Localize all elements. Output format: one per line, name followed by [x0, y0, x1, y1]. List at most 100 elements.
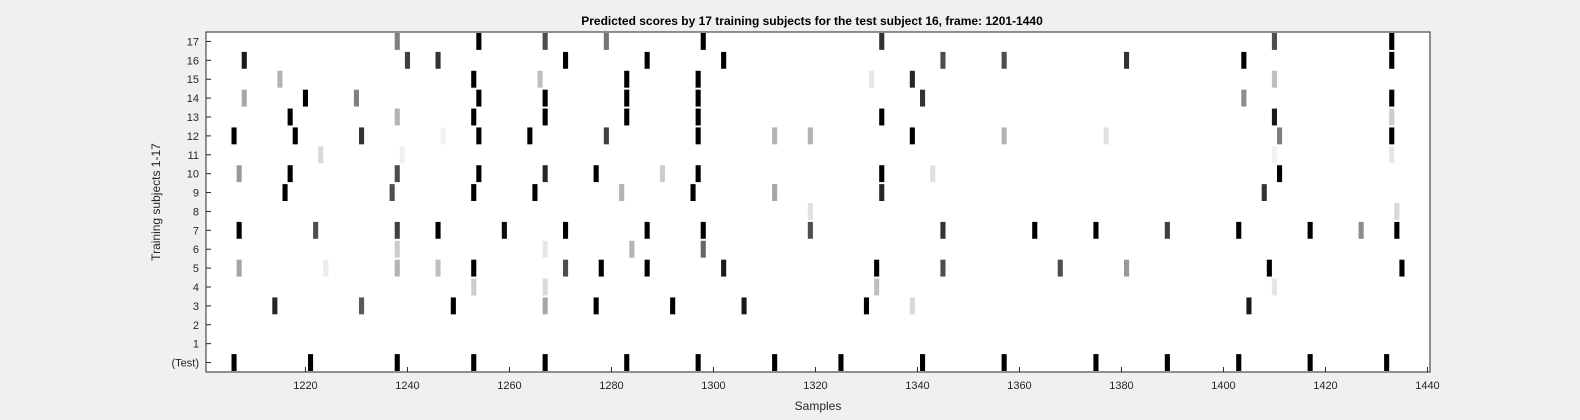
heatmap-cell — [593, 165, 599, 183]
heatmap-cell — [1246, 297, 1252, 315]
x-tick-label: 1400 — [1211, 380, 1235, 392]
x-tick-label: 1340 — [905, 380, 929, 392]
heatmap-cell — [1271, 278, 1277, 296]
x-tick-label: 1280 — [599, 380, 623, 392]
heatmap-cell — [940, 51, 946, 69]
heatmap-cell — [435, 51, 441, 69]
heatmap-cell — [1124, 51, 1130, 69]
heatmap-cell — [659, 165, 665, 183]
x-tick-label: 1240 — [395, 380, 419, 392]
heatmap-cell — [1307, 354, 1313, 371]
x-axis-label: Samples — [795, 399, 842, 413]
x-tick-label: 1360 — [1007, 380, 1031, 392]
heatmap-cell — [1001, 354, 1007, 371]
y-tick-label: 14 — [187, 93, 199, 105]
heatmap-cell — [394, 354, 400, 371]
heatmap-cell — [287, 165, 293, 183]
heatmap-cell — [353, 89, 359, 107]
heatmap-cell — [807, 221, 813, 239]
y-tick-label: 1 — [193, 339, 199, 351]
heatmap-cell — [542, 278, 548, 296]
y-tick-label: 16 — [187, 55, 199, 67]
heatmap-cell — [695, 127, 701, 145]
heatmap-cell — [471, 108, 477, 126]
heatmap-cell — [920, 89, 926, 107]
heatmap-cell — [440, 127, 446, 145]
heatmap-cell — [721, 259, 727, 277]
heatmap-cell — [1261, 184, 1267, 201]
heatmap-cell — [394, 221, 400, 239]
heatmap-cell — [476, 33, 482, 50]
heatmap-cell — [241, 89, 247, 107]
heatmap-cell — [563, 51, 569, 69]
heatmap-cell — [282, 184, 288, 201]
x-axis: 1220 1240 1260 1280 1300 1320 1340 1360 1380 1400… — [293, 367, 1440, 392]
heatmap-cell — [394, 165, 400, 183]
heatmap-cell — [909, 70, 915, 88]
heatmap-cell — [527, 127, 533, 145]
heatmap-cell — [1164, 354, 1170, 371]
heatmap-cell — [313, 221, 319, 239]
heatmap-cell — [1389, 127, 1395, 145]
heatmap-cell — [1384, 354, 1390, 371]
heatmap-cell — [359, 127, 365, 145]
heatmap-cell — [1389, 108, 1395, 126]
heatmap-cell — [879, 108, 885, 126]
heatmap-cell — [359, 297, 365, 315]
heatmap-cell — [1241, 89, 1247, 107]
heatmap-cell — [598, 259, 604, 277]
y-tick-label: 9 — [193, 188, 199, 200]
heatmap-cell — [695, 89, 701, 107]
heatmap-cell — [1093, 221, 1099, 239]
y-tick-label: 2 — [193, 320, 199, 332]
y-tick-label: 17 — [187, 36, 199, 48]
heatmap-cell — [542, 354, 548, 371]
y-axis-label: Training subjects 1-17 — [149, 143, 163, 261]
heatmap-cell — [603, 33, 609, 50]
heatmap-cell — [695, 165, 701, 183]
heatmap-cell — [292, 127, 298, 145]
heatmap-cell — [863, 297, 869, 315]
heatmap-cell — [394, 108, 400, 126]
heatmap-cell — [542, 33, 548, 50]
heatmap-cell — [1389, 51, 1395, 69]
heatmap-cell — [1277, 165, 1283, 183]
heatmap-cell — [644, 221, 650, 239]
heatmap-cell — [471, 278, 477, 296]
heatmap-cell — [869, 70, 875, 88]
heatmap-cell — [404, 51, 410, 69]
heatmap-cell — [1394, 203, 1400, 220]
heatmap-cell — [721, 51, 727, 69]
heatmap-cell — [476, 165, 482, 183]
heatmap-cell — [695, 354, 701, 371]
heatmap-cell — [741, 297, 747, 315]
heatmap-cell — [593, 297, 599, 315]
heatmap-cell — [272, 297, 278, 315]
heatmap-cell — [1164, 221, 1170, 239]
heatmap-cell — [236, 165, 242, 183]
heatmap-cell — [1389, 146, 1395, 164]
heatmap-cell — [909, 127, 915, 145]
heatmap-cell — [471, 70, 477, 88]
heatmap-cell — [287, 108, 293, 126]
y-tick-label: 3 — [193, 301, 199, 313]
heatmap-cell — [532, 184, 538, 201]
plot-frame — [205, 31, 1431, 373]
heatmap-cell — [624, 70, 630, 88]
heatmap-cell — [435, 259, 441, 277]
heatmap-cell — [471, 354, 477, 371]
heatmap-cell — [879, 184, 885, 201]
heatmap-cell — [236, 259, 242, 277]
heatmap-cell — [670, 297, 676, 315]
heatmap-cell — [1001, 51, 1007, 69]
y-tick-label: 15 — [187, 74, 199, 86]
heatmap-cell — [690, 184, 696, 201]
heatmap-cell — [1394, 221, 1400, 239]
heatmap-cell — [1236, 221, 1242, 239]
heatmap-cell — [471, 259, 477, 277]
heatmap-cell — [695, 108, 701, 126]
heatmap-cell — [772, 127, 778, 145]
x-tick-label: 1420 — [1313, 380, 1337, 392]
heatmap-cell — [241, 51, 247, 69]
